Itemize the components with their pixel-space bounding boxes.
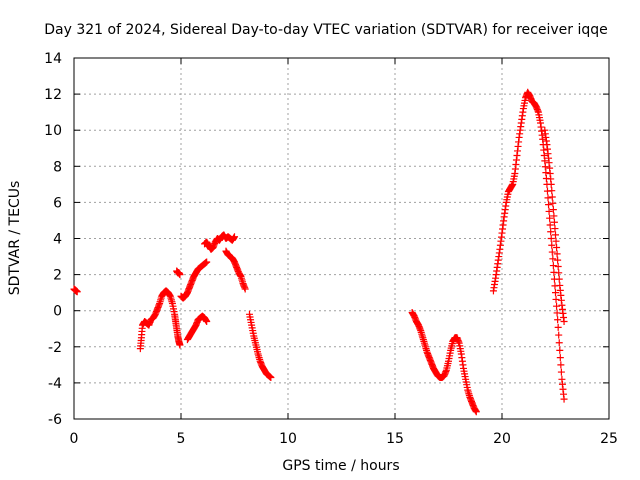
data-point	[203, 258, 211, 266]
data-point	[552, 295, 560, 303]
y-tick-labels: -6 -4 -2 0 2 4 6 8 10 12 14	[44, 51, 62, 428]
data-point	[549, 206, 557, 214]
data-point	[555, 275, 563, 283]
chart-title: Day 321 of 2024, Sidereal Day-to-day VTE…	[44, 22, 608, 38]
y-tick-label: 14	[44, 51, 62, 67]
data-point	[549, 199, 557, 207]
data-point	[557, 361, 565, 369]
data-point	[547, 180, 555, 188]
data-point	[552, 231, 559, 239]
data-point	[241, 285, 249, 293]
data-point	[544, 194, 552, 202]
series-seg4	[177, 258, 211, 302]
data-point	[553, 302, 561, 310]
data-point	[550, 218, 558, 226]
data-point	[176, 341, 184, 349]
data-point	[554, 256, 562, 264]
series-seg7	[222, 247, 249, 293]
data-point	[557, 368, 565, 376]
data-point	[548, 248, 556, 256]
series-seg8	[245, 310, 275, 381]
data-point	[555, 331, 563, 339]
data-point	[554, 316, 562, 324]
y-tick-label: -2	[48, 340, 62, 356]
data-point	[550, 212, 558, 220]
data-point	[541, 157, 549, 165]
x-tick-label: 0	[70, 431, 79, 447]
data-point	[231, 233, 238, 241]
x-tick-label: 15	[386, 431, 404, 447]
y-tick-label: -6	[48, 412, 62, 428]
y-tick-label: 12	[44, 87, 62, 103]
data-point	[553, 250, 561, 258]
data-point	[203, 318, 211, 326]
series-seg2	[136, 287, 184, 353]
series-seg11	[541, 126, 568, 326]
axis-ticks	[73, 57, 610, 420]
data-point	[541, 163, 549, 171]
data-point	[560, 318, 568, 326]
y-tick-label: 4	[53, 232, 62, 248]
series-seg10	[489, 88, 568, 403]
data-point	[556, 354, 564, 362]
data-point	[551, 225, 559, 233]
data-point	[549, 255, 557, 263]
data-point	[542, 169, 550, 177]
series-seg9	[408, 309, 480, 416]
data-point	[552, 237, 560, 245]
series-seg3	[173, 267, 184, 279]
x-tick-label: 25	[600, 431, 618, 447]
y-tick-label: -4	[48, 376, 62, 392]
data-point	[176, 271, 184, 279]
data-point	[548, 241, 556, 249]
data-point	[547, 235, 555, 242]
data-point	[553, 309, 561, 317]
data-point	[472, 408, 480, 416]
data-point	[545, 201, 553, 209]
data-points	[70, 88, 568, 416]
x-tick-labels: 0 5 10 15 20 25	[70, 431, 618, 447]
series-seg6	[201, 231, 238, 253]
series-seg5	[183, 312, 211, 344]
data-point	[546, 221, 554, 229]
grid	[74, 58, 609, 419]
y-tick-label: 10	[44, 123, 62, 139]
data-point	[555, 269, 563, 277]
data-point	[547, 228, 555, 236]
data-point	[73, 288, 81, 296]
data-point	[555, 339, 563, 347]
x-axis-label: GPS time / hours	[282, 458, 399, 474]
x-tick-label: 10	[279, 431, 297, 447]
data-point	[548, 187, 556, 195]
y-tick-label: 2	[53, 268, 62, 284]
data-point	[549, 262, 557, 270]
y-tick-label: 0	[53, 304, 62, 320]
y-tick-label: 8	[53, 159, 62, 175]
series-seg1	[70, 285, 81, 296]
data-point	[554, 262, 562, 270]
data-point	[267, 373, 275, 381]
data-point	[560, 395, 568, 403]
data-point	[554, 323, 562, 331]
data-point	[556, 346, 564, 354]
data-point	[553, 244, 561, 252]
data-point	[546, 214, 554, 222]
y-tick-label: 6	[53, 195, 62, 211]
x-tick-label: 20	[493, 431, 511, 447]
y-axis-label: SDTVAR / TECUs	[7, 181, 23, 296]
x-tick-label: 5	[177, 431, 186, 447]
data-point	[552, 289, 559, 297]
data-point	[545, 207, 553, 215]
data-point	[548, 193, 556, 201]
